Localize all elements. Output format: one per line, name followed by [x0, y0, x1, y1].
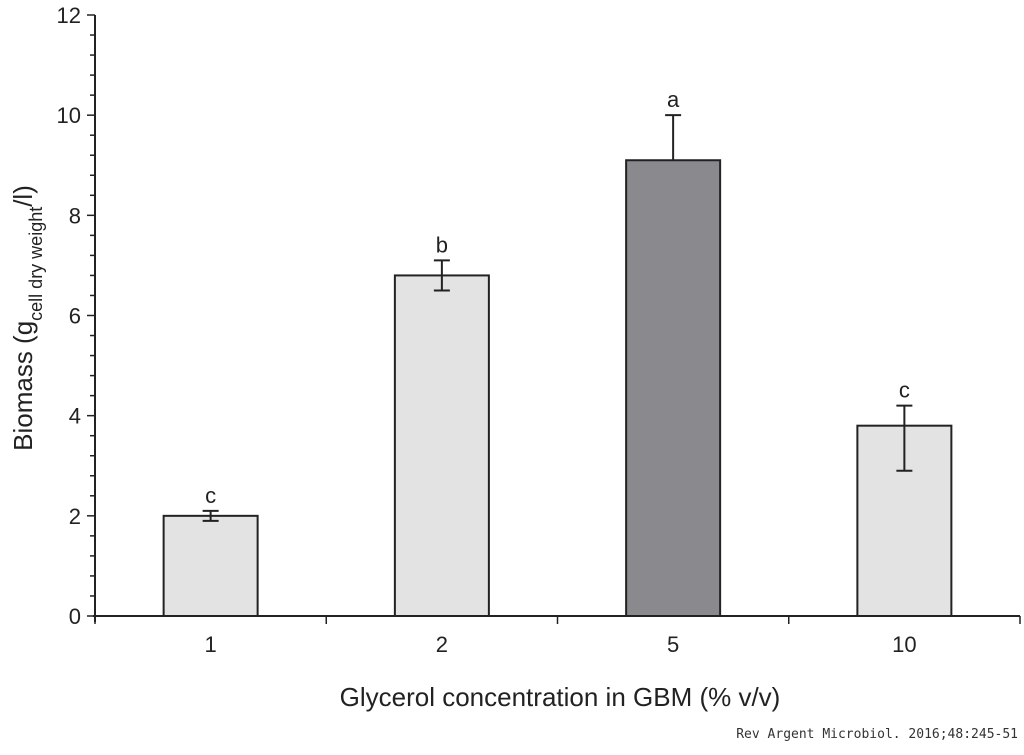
- x-tick-label: 2: [436, 632, 448, 657]
- y-tick-label: 0: [69, 604, 81, 629]
- y-tick-label: 12: [57, 3, 81, 28]
- significance-label: b: [436, 232, 448, 257]
- significance-label: a: [667, 87, 680, 112]
- y-tick-label: 4: [69, 404, 81, 429]
- y-tick-label: 2: [69, 504, 81, 529]
- significance-label: c: [205, 483, 216, 508]
- y-tick-label: 10: [57, 103, 81, 128]
- source-citation: Rev Argent Microbiol. 2016;48:245-51: [736, 727, 1018, 742]
- y-tick-label: 6: [69, 304, 81, 329]
- bar: [393, 274, 490, 617]
- bar: [162, 514, 259, 617]
- y-axis-label: Biomass (gcell dry weight/l): [8, 185, 46, 451]
- x-tick-label: 10: [892, 632, 916, 657]
- significance-label: c: [899, 378, 910, 403]
- x-tick-label: 1: [205, 632, 217, 657]
- x-axis-label: Glycerol concentration in GBM (% v/v): [340, 682, 781, 712]
- bar: [625, 159, 722, 617]
- y-tick-label: 8: [69, 203, 81, 228]
- x-tick-label: 5: [667, 632, 679, 657]
- bars: c b a c: [162, 87, 953, 617]
